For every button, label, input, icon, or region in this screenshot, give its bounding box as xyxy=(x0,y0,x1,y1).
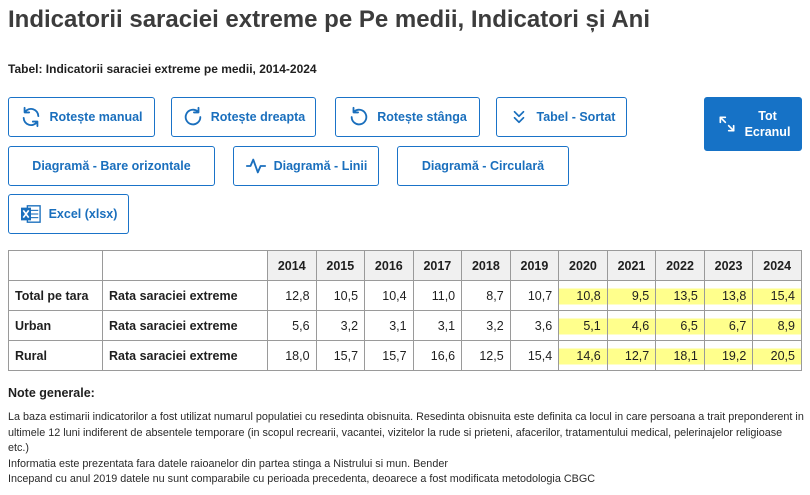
year-header[interactable]: 2016 xyxy=(364,250,414,281)
year-header[interactable]: 2024 xyxy=(752,250,802,281)
expand-icon xyxy=(716,113,738,135)
value-cell: 20,5 xyxy=(752,340,802,371)
rotate-left-label: Rotește stânga xyxy=(377,110,467,124)
header-blank-indicator xyxy=(102,250,268,281)
value-cell: 3,1 xyxy=(364,310,414,341)
fullscreen-button[interactable]: Tot Ecranul xyxy=(704,97,802,151)
table-sorted-button[interactable]: Tabel - Sortat xyxy=(496,97,627,137)
rotate-right-icon xyxy=(182,106,204,128)
rotate-manual-label: Rotește manual xyxy=(49,110,143,124)
table-subtitle: Tabel: Indicatorii saraciei extreme pe m… xyxy=(8,62,317,76)
header-blank-region xyxy=(8,250,103,281)
value-cell: 6,5 xyxy=(655,310,705,341)
chart-bars-label: Diagramă - Bare orizontale xyxy=(32,159,191,173)
region-cell: Rural xyxy=(8,340,103,371)
value-cell: 8,7 xyxy=(461,280,511,311)
value-cell: 10,5 xyxy=(315,280,366,311)
value-cell: 8,9 xyxy=(752,310,802,341)
value-cell: 12,5 xyxy=(461,340,511,371)
table-sorted-label: Tabel - Sortat xyxy=(536,110,616,124)
indicator-cell: Rata saraciei extreme xyxy=(102,340,268,371)
fullscreen-label: Tot Ecranul xyxy=(744,109,791,139)
value-cell: 3,6 xyxy=(509,310,560,341)
general-notes: La baza estimarii indicatorilor a fost u… xyxy=(8,410,804,488)
region-cell: Urban xyxy=(8,310,103,341)
indicator-cell: Rata saraciei extreme xyxy=(102,310,268,341)
value-cell: 12,8 xyxy=(267,280,317,311)
value-cell: 3,1 xyxy=(412,310,463,341)
value-cell: 10,8 xyxy=(558,280,608,311)
year-header[interactable]: 2023 xyxy=(703,250,754,281)
value-cell: 15,4 xyxy=(752,280,802,311)
rotate-manual-button[interactable]: Rotește manual xyxy=(8,97,155,137)
value-cell: 15,7 xyxy=(315,340,366,371)
value-cell: 19,2 xyxy=(703,340,754,371)
indicator-cell: Rata saraciei extreme xyxy=(102,280,268,311)
table-row: Rural Rata saraciei extreme 18,0 15,7 15,7 16… xyxy=(8,340,802,371)
year-header[interactable]: 2014 xyxy=(267,250,317,281)
value-cell: 5,6 xyxy=(267,310,317,341)
value-cell: 13,8 xyxy=(703,280,754,311)
year-header[interactable]: 2019 xyxy=(509,250,560,281)
year-header[interactable]: 2022 xyxy=(655,250,705,281)
rotate-arrows-icon xyxy=(20,106,42,128)
note-line: Informatia este prezentata fara datele r… xyxy=(8,457,448,470)
chart-lines-label: Diagramă - Linii xyxy=(273,159,368,173)
chart-pie-button[interactable]: Diagramă - Circulară xyxy=(397,146,569,186)
value-cell: 10,7 xyxy=(509,280,560,311)
line-chart-icon xyxy=(245,155,267,177)
rotate-right-button[interactable]: Rotește dreapta xyxy=(171,97,316,137)
note-line: La baza estimarii indicatorilor a fost u… xyxy=(8,411,804,455)
value-cell: 6,7 xyxy=(703,310,754,341)
value-cell: 18,1 xyxy=(655,340,705,371)
poverty-table: 2014 2015 2016 2017 2018 2019 2020 2021 2022 2023… xyxy=(8,250,802,371)
value-cell: 12,7 xyxy=(606,340,657,371)
page-title: Indicatorii saraciei extreme pe Pe medii… xyxy=(8,6,651,33)
year-header[interactable]: 2018 xyxy=(461,250,511,281)
value-cell: 3,2 xyxy=(461,310,511,341)
value-cell: 9,5 xyxy=(606,280,657,311)
excel-export-button[interactable]: Excel (xlsx) xyxy=(8,194,129,234)
rotate-right-label: Rotește dreapta xyxy=(210,110,306,124)
chart-bars-button[interactable]: Diagramă - Bare orizontale xyxy=(8,146,215,186)
value-cell: 5,1 xyxy=(558,310,608,341)
double-chevron-down-icon xyxy=(508,106,530,128)
value-cell: 15,4 xyxy=(509,340,560,371)
value-cell: 10,4 xyxy=(364,280,414,311)
rotate-left-icon xyxy=(348,106,370,128)
value-cell: 11,0 xyxy=(412,280,463,311)
value-cell: 18,0 xyxy=(267,340,317,371)
value-cell: 14,6 xyxy=(558,340,608,371)
table-row: Total pe tara Rata saraciei extreme 12,8 10… xyxy=(8,280,802,311)
value-cell: 4,6 xyxy=(606,310,657,341)
chart-lines-button[interactable]: Diagramă - Linii xyxy=(233,146,379,186)
table-row: Urban Rata saraciei extreme 5,6 3,2 3,1 3,1 3,… xyxy=(8,310,802,341)
value-cell: 3,2 xyxy=(315,310,366,341)
year-header[interactable]: 2020 xyxy=(558,250,608,281)
chart-pie-label: Diagramă - Circulară xyxy=(421,159,545,173)
region-cell: Total pe tara xyxy=(8,280,103,311)
notes-title: Note generale: xyxy=(8,386,95,400)
excel-icon xyxy=(20,203,42,225)
value-cell: 13,5 xyxy=(655,280,705,311)
rotate-left-button[interactable]: Rotește stânga xyxy=(335,97,480,137)
value-cell: 16,6 xyxy=(412,340,463,371)
table-header-row: 2014 2015 2016 2017 2018 2019 2020 2021 2022 2023… xyxy=(8,250,802,281)
note-line: Incepand cu anul 2019 datele nu sunt com… xyxy=(8,473,596,486)
year-header[interactable]: 2015 xyxy=(315,250,366,281)
value-cell: 15,7 xyxy=(364,340,414,371)
excel-export-label: Excel (xlsx) xyxy=(48,207,118,221)
year-header[interactable]: 2017 xyxy=(412,250,463,281)
year-header[interactable]: 2021 xyxy=(606,250,657,281)
